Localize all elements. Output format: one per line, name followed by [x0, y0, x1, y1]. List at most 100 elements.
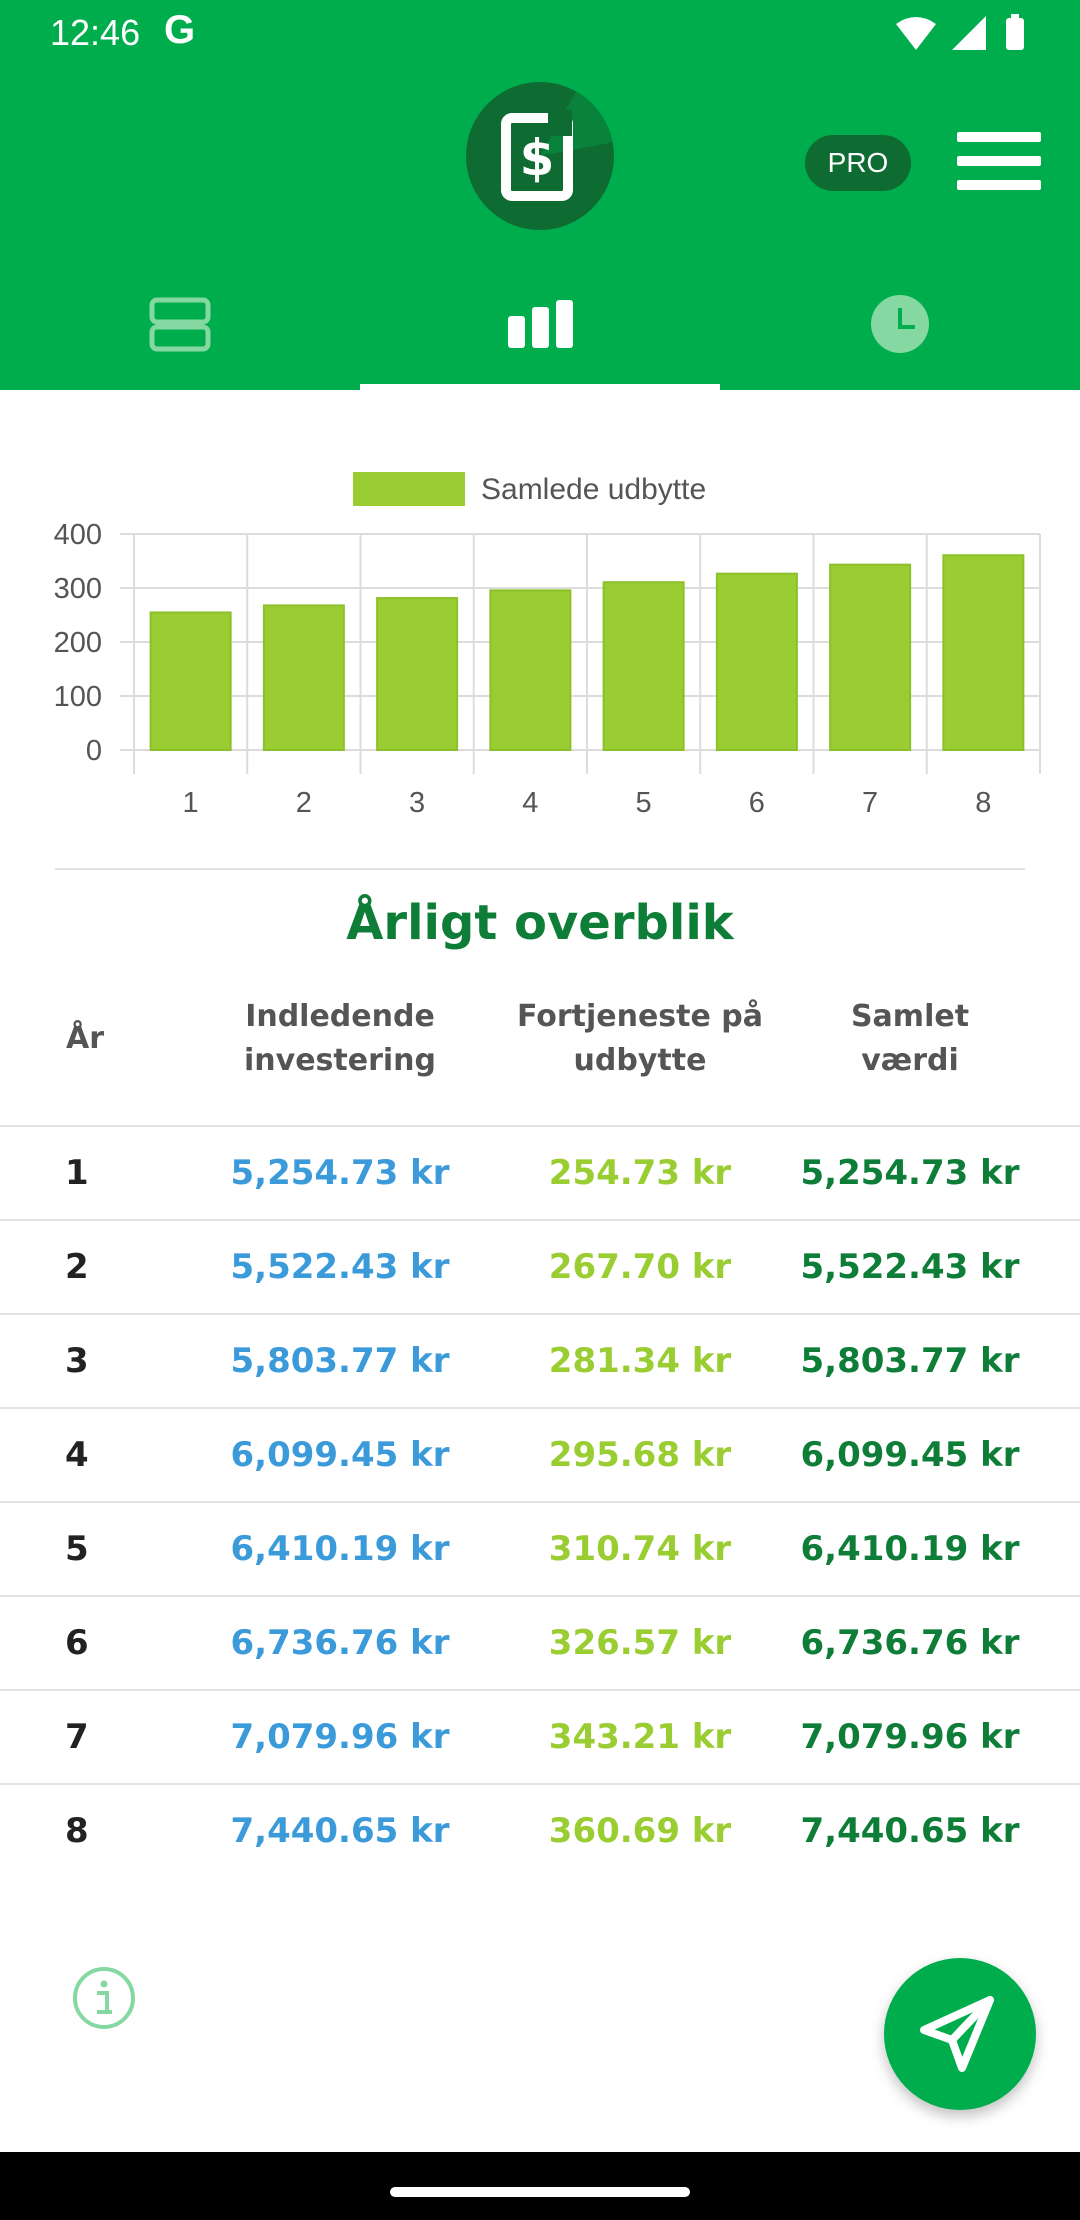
table-row: 8 7,440.65 kr 360.69 kr 7,440.65 kr — [0, 1785, 1080, 1877]
home-gesture-handle[interactable] — [390, 2187, 690, 2197]
x-tick-label: 5 — [636, 787, 652, 819]
cell-initial-investment: 6,736.76 kr — [230, 1623, 450, 1663]
header-total-line2: værdi — [861, 1043, 959, 1078]
legend-label: Samlede udbytte — [481, 473, 706, 506]
send-button[interactable] — [884, 1958, 1036, 2110]
cell-initial-investment: 7,079.96 kr — [230, 1717, 450, 1757]
tab-indicator — [360, 384, 720, 390]
cell-dividend-profit: 326.57 kr — [548, 1623, 732, 1663]
info-icon[interactable] — [72, 1966, 136, 2030]
cell-dividend-profit: 295.68 kr — [548, 1435, 732, 1475]
chart-bar — [942, 554, 1025, 751]
cell-dividend-profit: 343.21 kr — [548, 1717, 732, 1757]
table-header: År Indledende investering Fortjeneste på… — [0, 995, 1080, 1127]
signal-icon — [952, 16, 986, 50]
chart-bar — [715, 572, 798, 751]
header-total-value: Samlet værdi — [785, 995, 1035, 1083]
hamburger-menu-icon[interactable] — [957, 132, 1041, 190]
table-row: 5 6,410.19 kr 310.74 kr 6,410.19 kr — [0, 1503, 1080, 1597]
legend-swatch — [353, 472, 465, 506]
send-icon — [920, 1996, 994, 2072]
wifi-icon — [896, 17, 936, 50]
table-row: 2 5,522.43 kr 267.70 kr 5,522.43 kr — [0, 1221, 1080, 1315]
tab-bar — [0, 270, 1080, 390]
x-tick-label: 1 — [183, 787, 199, 819]
cell-year: 2 — [65, 1247, 89, 1287]
table-body: 1 5,254.73 kr 254.73 kr 5,254.73 kr 2 5,… — [0, 1127, 1080, 1877]
system-nav-bar — [0, 2152, 1080, 2220]
tab-history[interactable] — [720, 270, 1080, 390]
chart-y-ticks: 0 100 200 300 400 — [54, 519, 102, 767]
chart-bar — [489, 589, 572, 751]
cell-year: 8 — [65, 1811, 89, 1851]
status-time: 12:46 — [50, 12, 141, 53]
table-row: 3 5,803.77 kr 281.34 kr 5,803.77 kr — [0, 1315, 1080, 1409]
header-total-line1: Samlet — [850, 999, 970, 1034]
table-row: 7 7,079.96 kr 343.21 kr 7,079.96 kr — [0, 1691, 1080, 1785]
cell-year: 7 — [65, 1717, 89, 1757]
cell-initial-investment: 6,099.45 kr — [230, 1435, 450, 1475]
header-initial-line2: investering — [244, 1043, 436, 1078]
dividend-bar-chart: 0 100 200 300 400 1 2 3 4 5 6 7 8 Samlede udbytte — [54, 472, 1041, 819]
app-header: 12:46 G $ PRO — [0, 0, 1080, 390]
cell-total-value: 6,410.19 kr — [800, 1529, 1020, 1569]
x-tick-label: 8 — [975, 787, 991, 819]
chart-bar — [376, 597, 459, 751]
table-row: 1 5,254.73 kr 254.73 kr 5,254.73 kr — [0, 1127, 1080, 1221]
y-tick-label: 100 — [54, 681, 102, 713]
chart-bar — [829, 563, 912, 752]
status-icons — [896, 14, 1024, 50]
header-dividend-profit: Fortjeneste på udbytte — [500, 995, 780, 1083]
y-tick-label: 300 — [54, 573, 102, 605]
section-divider — [55, 868, 1025, 870]
google-icon: G — [164, 8, 196, 52]
x-tick-label: 6 — [749, 787, 765, 819]
y-tick-label: 400 — [54, 519, 102, 551]
battery-icon — [1006, 18, 1024, 50]
bar-chart-icon — [508, 300, 573, 348]
dollar-logo-icon: $ — [466, 82, 614, 230]
y-tick-label: 200 — [54, 627, 102, 659]
cell-dividend-profit: 281.34 kr — [548, 1341, 732, 1381]
cell-total-value: 6,099.45 kr — [800, 1435, 1020, 1475]
cell-dividend-profit: 267.70 kr — [548, 1247, 732, 1287]
header-initial-line1: Indledende — [245, 999, 435, 1034]
header-year: År — [65, 1021, 104, 1056]
cell-year: 6 — [65, 1623, 89, 1663]
list-view-icon — [149, 297, 211, 352]
x-tick-label: 7 — [862, 787, 878, 819]
cell-initial-investment: 5,522.43 kr — [230, 1247, 450, 1287]
x-tick-label: 4 — [522, 787, 538, 819]
cell-total-value: 7,079.96 kr — [800, 1717, 1020, 1757]
cell-dividend-profit: 254.73 kr — [548, 1153, 732, 1193]
pro-badge[interactable]: PRO — [805, 135, 911, 191]
cell-total-value: 5,254.73 kr — [800, 1153, 1020, 1193]
clock-icon — [871, 295, 929, 353]
header-profit-line1: Fortjeneste på — [516, 999, 764, 1034]
cell-total-value: 5,803.77 kr — [800, 1341, 1020, 1381]
cell-year: 1 — [65, 1153, 89, 1193]
chart-x-ticks: 1 2 3 4 5 6 7 8 — [183, 787, 992, 819]
cell-initial-investment: 6,410.19 kr — [230, 1529, 450, 1569]
cell-total-value: 6,736.76 kr — [800, 1623, 1020, 1663]
cell-dividend-profit: 360.69 kr — [548, 1811, 732, 1851]
chart-bar — [262, 604, 345, 751]
cell-year: 3 — [65, 1341, 89, 1381]
x-tick-label: 3 — [409, 787, 425, 819]
chart-bars — [149, 554, 1025, 752]
cell-dividend-profit: 310.74 kr — [548, 1529, 732, 1569]
status-bar: 12:46 G — [0, 0, 1080, 66]
header-initial-investment: Indledende investering — [180, 995, 500, 1083]
cell-total-value: 5,522.43 kr — [800, 1247, 1020, 1287]
table-row: 4 6,099.45 kr 295.68 kr 6,099.45 kr — [0, 1409, 1080, 1503]
table-row: 6 6,736.76 kr 326.57 kr 6,736.76 kr — [0, 1597, 1080, 1691]
svg-text:$: $ — [520, 129, 555, 187]
cell-initial-investment: 7,440.65 kr — [230, 1811, 450, 1851]
cell-initial-investment: 5,803.77 kr — [230, 1341, 450, 1381]
cell-year: 5 — [65, 1529, 89, 1569]
y-tick-label: 0 — [86, 735, 102, 767]
header-profit-line2: udbytte — [573, 1043, 707, 1078]
chart-bar — [149, 611, 232, 751]
tab-list-view[interactable] — [0, 270, 360, 390]
tab-chart[interactable] — [360, 270, 720, 390]
